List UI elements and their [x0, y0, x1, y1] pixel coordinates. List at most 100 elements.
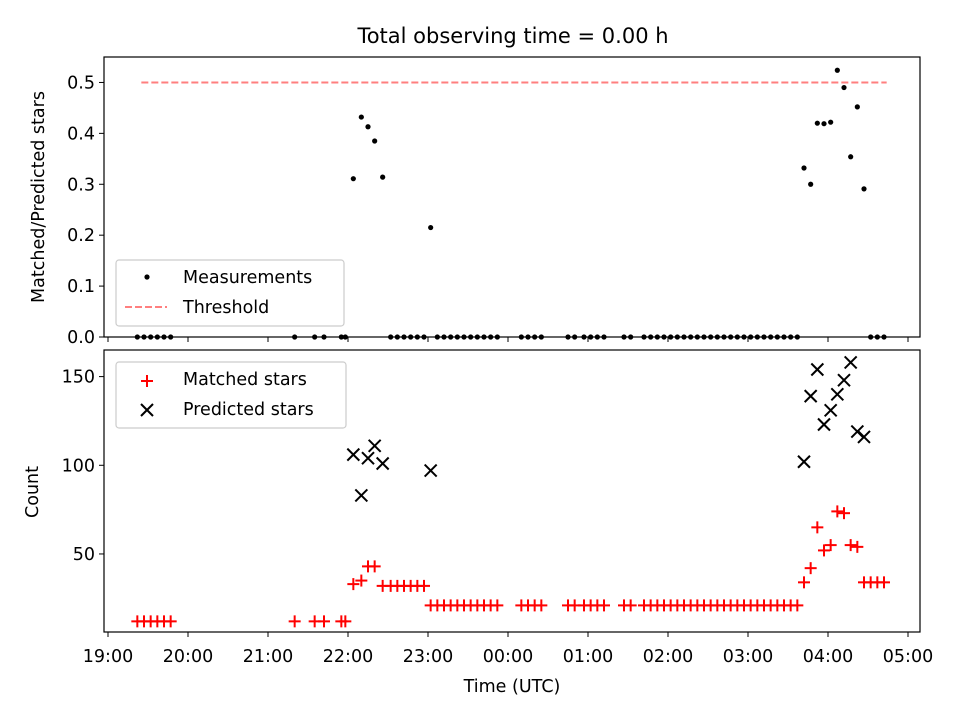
- matched-stars-point: [804, 562, 817, 575]
- ratio-x-axis: [107, 337, 909, 342]
- y-tick-label: 150: [62, 368, 95, 388]
- measurement-point: [365, 124, 371, 130]
- matched-stars-point: [878, 576, 890, 589]
- predicted-stars-point: [797, 455, 811, 469]
- x-axis-label: Time (UTC): [463, 677, 561, 697]
- matched-stars-point: [288, 615, 301, 628]
- predicted-stars-point: [361, 451, 375, 465]
- x-tick-label: 21:00: [243, 647, 293, 667]
- measurement-point: [358, 114, 364, 120]
- measurement-point: [788, 334, 794, 340]
- measurement-point: [621, 334, 627, 340]
- measurement-point: [694, 334, 700, 340]
- measurement-point: [874, 334, 880, 340]
- matched-stars-point: [844, 539, 857, 552]
- ratio-panel: 0.0 0.1 0.2 0.3 0.4 0.5 Matched/Predicted sta…: [29, 56, 921, 348]
- measurement-point: [688, 334, 694, 340]
- matched-stars-point: [798, 576, 810, 589]
- y-tick-label: 0.2: [67, 226, 95, 246]
- measurement-point: [641, 334, 647, 340]
- predicted-stars-point: [810, 362, 825, 377]
- matched-stars-point: [851, 540, 864, 553]
- predicted-stars-point: [823, 403, 838, 418]
- matched-stars-point: [838, 507, 850, 520]
- measurement-point: [380, 174, 386, 180]
- measurement-point: [821, 121, 827, 127]
- measurement-point: [681, 334, 687, 340]
- matched-stars-point: [818, 544, 830, 557]
- measurement-point: [168, 334, 174, 340]
- measurement-point: [748, 334, 754, 340]
- ratio-y-axis: 0.0 0.1 0.2 0.3 0.4 0.5: [67, 73, 104, 348]
- x-tick-label: 05:00: [883, 647, 933, 667]
- legend-x-marker: [140, 403, 154, 417]
- count-panel: 50 100 150 19:00 20:00 21:00 22:00 23:00 00:00 0…: [23, 349, 933, 697]
- ratio-y-axis-label: Matched/Predicted stars: [29, 91, 49, 303]
- legend-plus-marker: [141, 375, 153, 387]
- y-tick-label: 100: [62, 456, 95, 476]
- measurement-point: [648, 334, 654, 340]
- matched-stars-point: [624, 599, 637, 612]
- measurement-point: [714, 334, 720, 340]
- measurement-point: [401, 334, 407, 340]
- matched-stars-point: [791, 599, 804, 612]
- predicted-stars-point: [375, 456, 390, 471]
- measurement-point: [828, 119, 834, 125]
- measurement-point: [728, 334, 734, 340]
- measurement-point: [414, 334, 420, 340]
- measurement-point: [518, 334, 524, 340]
- measurement-point: [481, 334, 487, 340]
- measurement-point: [494, 334, 500, 340]
- measurement-point: [781, 334, 787, 340]
- legend-label-measurements: Measurements: [183, 268, 312, 288]
- measurement-point: [814, 120, 820, 126]
- measurement-point: [454, 334, 460, 340]
- measurement-point: [761, 334, 767, 340]
- x-tick-label: 03:00: [723, 647, 773, 667]
- measurement-point: [488, 334, 494, 340]
- count-panel-frame: [103, 349, 921, 633]
- matched-stars-point: [824, 539, 837, 552]
- measurement-point: [854, 104, 860, 110]
- predicted-stars-point: [346, 447, 361, 462]
- measurement-point: [674, 334, 680, 340]
- x-tick-label: 04:00: [803, 647, 853, 667]
- legend-label-predicted-stars: Predicted stars: [183, 400, 314, 420]
- y-tick-label: 50: [73, 545, 95, 565]
- predicted-stars-point: [830, 387, 845, 402]
- matched-stars-point: [164, 615, 177, 628]
- measurement-point: [141, 334, 147, 340]
- measurement-point: [538, 334, 544, 340]
- x-tick-label: 00:00: [483, 647, 533, 667]
- x-tick-label: 19:00: [83, 647, 133, 667]
- measurement-point: [434, 334, 440, 340]
- measurement-point: [461, 334, 467, 340]
- measurement-point: [154, 334, 160, 340]
- measurement-point: [338, 334, 344, 340]
- measurement-point: [468, 334, 474, 340]
- measurement-point: [861, 186, 867, 192]
- measurement-point: [848, 154, 854, 160]
- measurement-point: [594, 334, 600, 340]
- measurement-point: [448, 334, 454, 340]
- ratio-panel-frame: [103, 56, 921, 338]
- matched-stars-point: [811, 521, 824, 534]
- x-tick-label: 01:00: [563, 647, 613, 667]
- measurement-point: [532, 334, 538, 340]
- measurement-point: [628, 334, 634, 340]
- measurement-point: [754, 334, 760, 340]
- measurement-point: [441, 334, 447, 340]
- matched-stars-point: [355, 574, 368, 587]
- legend-label-threshold: Threshold: [182, 298, 269, 318]
- measurement-point: [312, 334, 318, 340]
- matched-stars-point: [368, 560, 381, 573]
- predicted-stars-point: [354, 488, 369, 503]
- x-tick-label: 20:00: [163, 647, 213, 667]
- predicted-stars-point: [423, 463, 438, 478]
- matched-stars-point: [418, 579, 430, 592]
- count-legend: Matched stars Predicted stars: [115, 361, 347, 429]
- y-tick-label: 0.3: [67, 175, 95, 195]
- predicted-stars-point: [817, 417, 831, 432]
